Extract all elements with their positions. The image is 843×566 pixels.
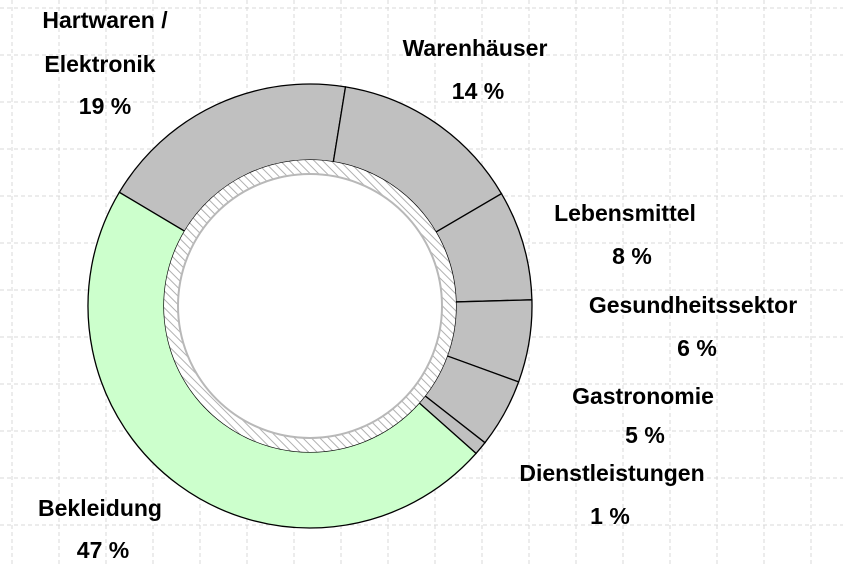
value-label: 14 % [452, 78, 504, 104]
category-label: Gastronomie [572, 383, 714, 409]
value-label: 5 % [625, 422, 665, 448]
category-label: Lebensmittel [554, 200, 696, 226]
category-label: Hartwaren / [42, 7, 168, 33]
value-label: 8 % [612, 243, 652, 269]
category-label: Warenhäuser [403, 35, 548, 61]
value-label: 6 % [677, 335, 717, 361]
value-label: 1 % [590, 503, 630, 529]
category-label: Gesundheitssektor [589, 292, 797, 318]
value-label: 19 % [79, 93, 131, 119]
inner-ring-outline [177, 173, 443, 439]
value-label: 47 % [77, 537, 129, 563]
inner-ring [164, 160, 456, 452]
category-label: Elektronik [44, 51, 155, 77]
category-label: Bekleidung [38, 495, 162, 521]
category-label: Dienstleistungen [519, 460, 704, 486]
